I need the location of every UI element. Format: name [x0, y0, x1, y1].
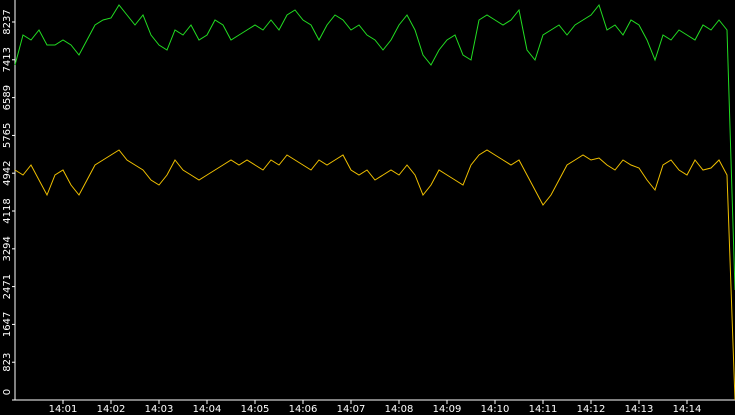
- x-tick-label: 14:08: [385, 404, 414, 415]
- y-tick-label: 7413: [2, 47, 13, 72]
- x-tick-label: 14:10: [481, 404, 510, 415]
- y-tick-label: 4942: [2, 160, 13, 185]
- y-tick-label: 3294: [2, 236, 13, 261]
- x-tick-label: 14:07: [337, 404, 366, 415]
- y-tick-label: 0: [2, 389, 13, 395]
- x-tick-label: 14:05: [241, 404, 270, 415]
- x-tick-label: 14:11: [529, 404, 558, 415]
- x-tick-label: 14:13: [625, 404, 654, 415]
- y-tick-label: 8237: [2, 9, 13, 34]
- y-tick-label: 6589: [2, 85, 13, 110]
- x-tick-label: 14:03: [145, 404, 174, 415]
- x-tick-label: 14:02: [97, 404, 126, 415]
- y-tick-label: 2471: [2, 274, 13, 299]
- x-tick-label: 14:14: [673, 404, 702, 415]
- x-tick-label: 14:01: [49, 404, 78, 415]
- x-tick-label: 14:06: [289, 404, 318, 415]
- y-tick-label: 1647: [2, 312, 13, 337]
- x-tick-label: 14:04: [193, 404, 222, 415]
- y-tick-label: 4118: [2, 198, 13, 223]
- series-line: [14, 149, 735, 401]
- y-tick-label: 5765: [2, 123, 13, 148]
- series-line: [14, 3, 735, 291]
- x-tick-label: 14:09: [433, 404, 462, 415]
- x-tick-label: 14:12: [577, 404, 606, 415]
- y-tick-label: 823: [2, 353, 13, 372]
